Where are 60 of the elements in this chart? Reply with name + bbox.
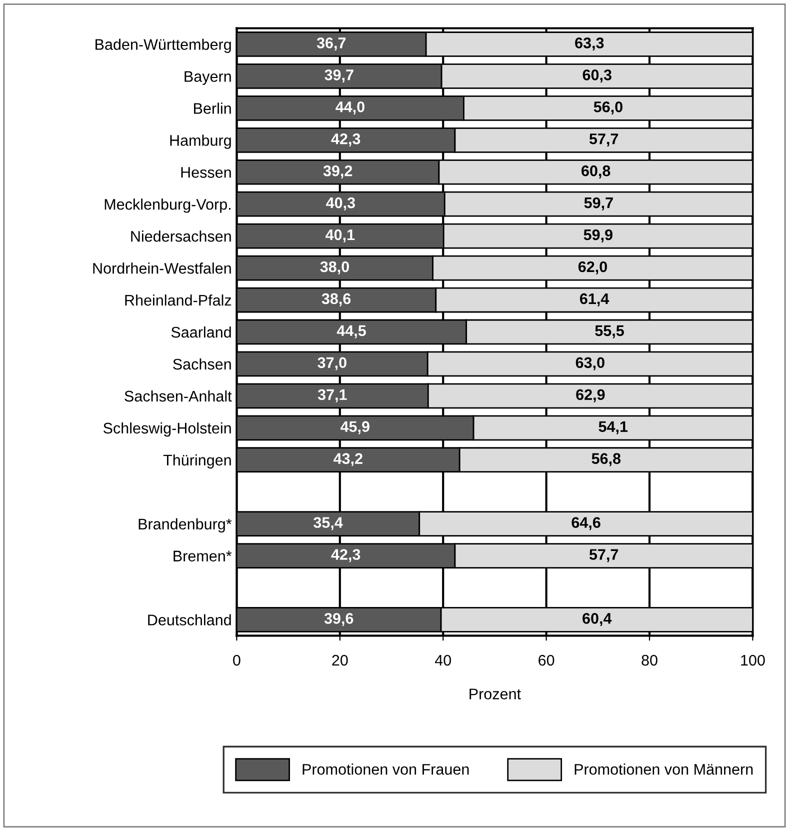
data-label: 40,3 [326, 197, 355, 210]
y-tick-label: Bremen* [174, 550, 232, 562]
data-label: 45,9 [340, 421, 370, 434]
data-label: 61,4 [580, 293, 610, 306]
x-tick-label: 20 [332, 654, 348, 666]
y-tick-label: Sachsen [173, 358, 231, 370]
y-tick-label: Nordrhein-Westfalen [93, 262, 231, 274]
data-label: 42,3 [331, 549, 360, 562]
legend-label: Promotionen von Frauen [302, 764, 469, 775]
data-label: 57,7 [589, 549, 618, 562]
x-axis-title: Prozent [470, 688, 521, 700]
y-tick-label: Mecklenburg-Vorp. [104, 198, 230, 213]
data-label: 42,3 [331, 133, 360, 146]
y-tick-label: Baden-Württemberg [96, 38, 231, 53]
data-label: 59,7 [584, 197, 613, 210]
data-label: 43,2 [334, 453, 362, 466]
x-tick-label: 0 [233, 654, 240, 666]
y-tick-label: Niedersachsen [131, 230, 231, 242]
y-tick-label: Hamburg [170, 134, 231, 149]
data-label: 36,7 [316, 38, 346, 51]
data-label: 44,5 [336, 325, 366, 338]
data-label: 56,0 [594, 101, 622, 114]
data-label: 64,6 [572, 517, 600, 530]
data-label: 56,8 [592, 453, 621, 466]
y-tick-label: Hessen [181, 167, 231, 178]
y-tick-label: Bayern [184, 71, 231, 85]
data-label: 60,3 [582, 69, 612, 83]
data-label: 38,6 [322, 293, 351, 306]
legend-label: Promotionen von Männern [574, 764, 753, 775]
data-label: 63,3 [575, 38, 604, 51]
data-label: 40,1 [326, 229, 355, 242]
y-tick-label: Deutschland [148, 614, 231, 626]
data-label: 39,7 [324, 69, 354, 83]
y-tick-label: Sachsen-Anhalt [124, 390, 232, 402]
data-label: 59,9 [584, 229, 612, 242]
data-label: 37,0 [318, 357, 346, 370]
data-label: 54,1 [598, 421, 628, 434]
data-label: 55,5 [595, 325, 624, 338]
data-label: 44,0 [336, 101, 364, 114]
y-tick-label: Schleswig-Holstein [103, 422, 231, 437]
data-label: 62,9 [576, 389, 605, 402]
x-tick-label: 60 [538, 654, 554, 666]
data-label: 62,0 [578, 261, 607, 274]
data-label: 60,8 [582, 165, 610, 178]
y-tick-label: Berlin [194, 102, 231, 114]
y-tick-label: Saarland [171, 326, 231, 338]
y-tick-label: Rheinland-Pfalz [125, 294, 232, 306]
x-tick-label: 80 [642, 654, 658, 666]
data-label: 39,2 [323, 165, 352, 178]
y-tick-label: Brandenburg* [138, 518, 232, 533]
data-label: 63,0 [576, 357, 604, 370]
data-label: 38,0 [320, 261, 349, 274]
data-label: 35,4 [314, 517, 343, 530]
y-tick-label: Thüringen [163, 454, 231, 469]
data-label: 37,1 [318, 389, 347, 402]
data-label: 60,4 [582, 613, 612, 626]
data-label: 39,6 [324, 613, 354, 626]
x-tick-label: 40 [434, 654, 451, 666]
x-tick-label: 100 [741, 654, 765, 666]
data-label: 57,7 [589, 134, 618, 146]
